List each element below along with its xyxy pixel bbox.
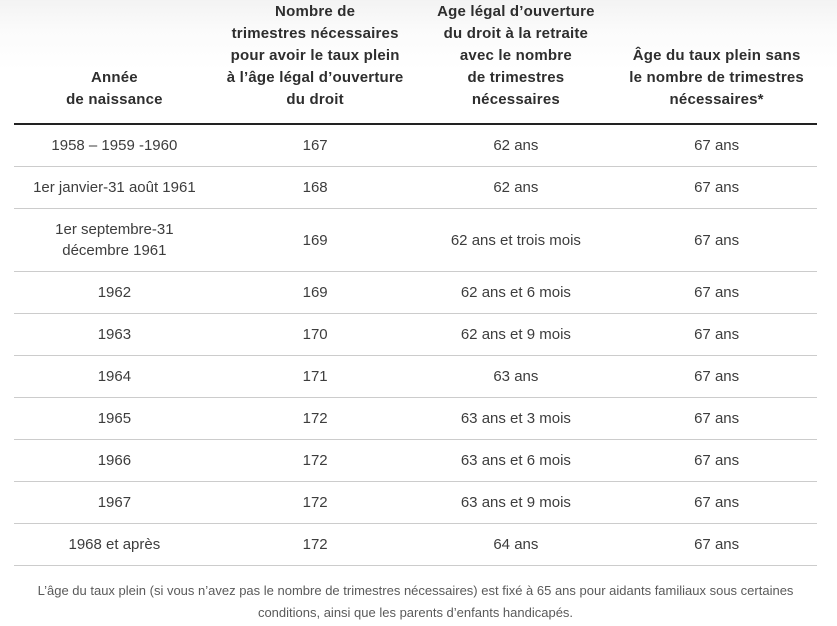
header-annee-naissance: Année de naissance xyxy=(14,0,215,125)
table-cell: 172 xyxy=(214,439,416,482)
table-cell: 169 xyxy=(214,208,416,272)
table-cell: 1962 xyxy=(14,271,215,314)
header-nombre-trimestres: Nombre de trimestres nécessaires pour av… xyxy=(214,0,416,125)
table-cell: 62 ans et trois mois xyxy=(415,208,617,272)
table-row: 1967 172 63 ans et 9 mois 67 ans xyxy=(14,481,817,524)
table-body: 1958 – 1959 -1960 167 62 ans 67 ans 1er janv… xyxy=(14,124,817,566)
table-cell: 172 xyxy=(214,397,416,440)
table-cell: 1er janvier-31 août 1961 xyxy=(14,166,215,209)
table-cell: 67 ans xyxy=(616,271,817,314)
table-cell: 1964 xyxy=(14,355,215,398)
table-cell: 62 ans xyxy=(415,166,617,209)
table-row: 1er septembre-31 décembre 1961 169 62 ans … xyxy=(14,208,817,272)
retirement-age-table: Année de naissance Nombre de trimestres … xyxy=(14,0,817,566)
table-cell: 62 ans et 9 mois xyxy=(415,313,617,356)
table-row: 1963 170 62 ans et 9 mois 67 ans xyxy=(14,313,817,356)
table-cell: 67 ans xyxy=(616,481,817,524)
table-cell: 67 ans xyxy=(616,355,817,398)
table-cell: 168 xyxy=(214,166,416,209)
header-age-legal-ouverture: Age légal d’ouverture du droit à la retr… xyxy=(415,0,617,125)
table-cell: 67 ans xyxy=(616,166,817,209)
table-row: 1964 171 63 ans 67 ans xyxy=(14,355,817,398)
table-cell: 67 ans xyxy=(616,439,817,482)
table-cell: 63 ans et 9 mois xyxy=(415,481,617,524)
table-cell: 1963 xyxy=(14,313,215,356)
table-row: 1958 – 1959 -1960 167 62 ans 67 ans xyxy=(14,124,817,167)
table-cell: 169 xyxy=(214,271,416,314)
table-row: 1966 172 63 ans et 6 mois 67 ans xyxy=(14,439,817,482)
table-cell: 171 xyxy=(214,355,416,398)
table-cell: 67 ans xyxy=(616,124,817,167)
table-cell: 172 xyxy=(214,523,416,566)
table-row: 1968 et après 172 64 ans 67 ans xyxy=(14,523,817,566)
table-cell: 1965 xyxy=(14,397,215,440)
header-row: Année de naissance Nombre de trimestres … xyxy=(14,0,817,125)
footnote: L’âge du taux plein (si vous n’avez pas … xyxy=(37,583,794,620)
table-cell: 67 ans xyxy=(616,523,817,566)
table-cell: 63 ans et 6 mois xyxy=(415,439,617,482)
table-cell: 167 xyxy=(214,124,416,167)
table-cell: 64 ans xyxy=(415,523,617,566)
table-row: 1965 172 63 ans et 3 mois 67 ans xyxy=(14,397,817,440)
table-cell: 62 ans xyxy=(415,124,617,167)
table-cell: 172 xyxy=(214,481,416,524)
table-cell: 1966 xyxy=(14,439,215,482)
table-row: 1962 169 62 ans et 6 mois 67 ans xyxy=(14,271,817,314)
table-row: 1er janvier-31 août 1961 168 62 ans 67 ans xyxy=(14,166,817,209)
table-cell: 62 ans et 6 mois xyxy=(415,271,617,314)
table-cell: 1968 et après xyxy=(14,523,215,566)
table-cell: 63 ans et 3 mois xyxy=(415,397,617,440)
header-age-taux-plein: Âge du taux plein sans le nombre de trim… xyxy=(616,0,817,125)
table-cell: 63 ans xyxy=(415,355,617,398)
table-cell: 1958 – 1959 -1960 xyxy=(14,124,215,167)
table-cell: 67 ans xyxy=(616,313,817,356)
table-cell: 1er septembre-31 décembre 1961 xyxy=(14,208,215,272)
table-cell: 67 ans xyxy=(616,397,817,440)
table-cell: 1967 xyxy=(14,481,215,524)
table-cell: 170 xyxy=(214,313,416,356)
table-cell: 67 ans xyxy=(616,208,817,272)
